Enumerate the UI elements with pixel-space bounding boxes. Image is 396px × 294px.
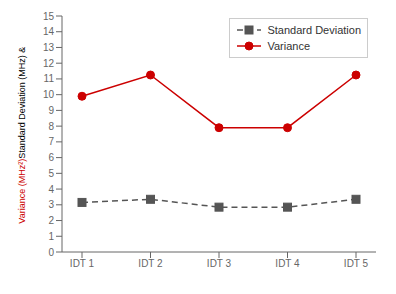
svg-text:11: 11	[44, 73, 55, 84]
svg-text:IDT 4: IDT 4	[275, 258, 300, 269]
svg-text:7: 7	[48, 136, 54, 147]
svg-text:0: 0	[48, 247, 54, 258]
svg-text:12: 12	[43, 58, 55, 69]
html-text:Variance: Variance	[267, 40, 310, 52]
svg-text:14: 14	[43, 26, 55, 37]
svg-text:1: 1	[48, 231, 54, 242]
svg-text:8: 8	[48, 121, 54, 132]
svg-text:2: 2	[48, 215, 54, 226]
svg-text:IDT 5: IDT 5	[344, 258, 369, 269]
svg-text:15: 15	[43, 11, 55, 22]
svg-text:13: 13	[43, 42, 55, 53]
svg-text:6: 6	[48, 152, 54, 163]
svg-text:9: 9	[48, 105, 54, 116]
svg-text:IDT 1: IDT 1	[70, 258, 95, 269]
html-text:Standard Deviation: Standard Deviation	[267, 24, 361, 36]
svg-text:IDT 3: IDT 3	[207, 258, 232, 269]
svg-text:IDT 2: IDT 2	[138, 258, 163, 269]
svg-text:Variance (MHz²)Standard Deviat: Variance (MHz²)Standard Deviation (MHz) …	[17, 44, 27, 223]
svg-text:3: 3	[48, 199, 54, 210]
svg-text:4: 4	[48, 184, 54, 195]
svg-text:5: 5	[48, 168, 54, 179]
svg-text:10: 10	[43, 89, 55, 100]
